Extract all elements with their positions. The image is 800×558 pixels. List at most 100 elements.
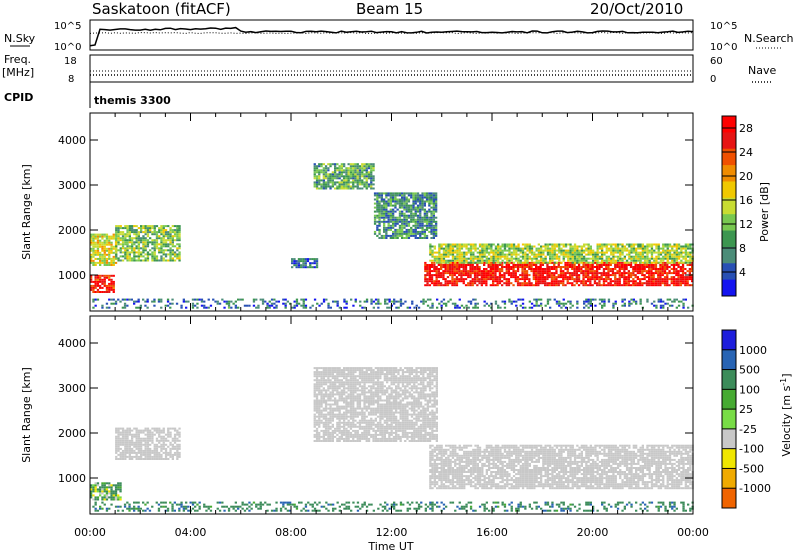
- scatter-cell: [124, 243, 126, 245]
- scatter-cell: [461, 305, 463, 307]
- scatter-cell: [451, 268, 453, 270]
- scatter-cell: [607, 284, 609, 286]
- scatter-cell: [316, 385, 318, 387]
- scatter-cell: [142, 237, 144, 239]
- scatter-cell: [415, 199, 417, 201]
- scatter-cell: [419, 215, 421, 217]
- scatter-cell: [314, 266, 316, 268]
- scatter-cell: [320, 397, 322, 399]
- scatter-cell: [571, 274, 573, 276]
- scatter-cell: [140, 247, 142, 249]
- scatter-cell: [508, 252, 510, 254]
- scatter-cell: [490, 252, 492, 254]
- scatter-cell: [614, 282, 616, 284]
- scatter-cell: [458, 264, 460, 266]
- scatter-cell: [320, 169, 322, 171]
- scatter-cell: [598, 266, 600, 268]
- scatter-cell: [336, 410, 338, 412]
- scatter-cell: [637, 272, 639, 274]
- scatter-cell: [459, 262, 461, 264]
- scatter-cell: [131, 438, 133, 440]
- scatter-cell: [394, 221, 396, 223]
- scatter-cell: [564, 274, 566, 276]
- scatter-cell: [508, 260, 510, 262]
- scatter-cell: [515, 301, 517, 303]
- scatter-cell: [298, 258, 300, 260]
- scatter-cell: [556, 303, 558, 305]
- scatter-cell: [372, 183, 374, 185]
- scatter-cell: [158, 247, 160, 249]
- scatter-cell: [122, 430, 124, 432]
- scatter-cell: [492, 274, 494, 276]
- scatter-cell: [408, 207, 410, 209]
- scatter-cell: [318, 181, 320, 183]
- scatter-cell: [383, 211, 385, 213]
- scatter-cell: [363, 165, 365, 167]
- scatter-cell: [381, 237, 383, 239]
- scatter-cell: [383, 201, 385, 203]
- scatter-cell: [318, 188, 320, 190]
- scatter-cell: [485, 270, 487, 272]
- scatter-cell: [228, 303, 230, 305]
- scatter-cell: [210, 305, 212, 307]
- scatter-cell: [553, 278, 555, 280]
- scatter-cell: [110, 250, 112, 252]
- scatter-cell: [392, 221, 394, 223]
- scatter-cell: [334, 379, 336, 381]
- scatter-cell: [327, 169, 329, 171]
- scatter-cell: [433, 274, 435, 276]
- scatter-cell: [97, 283, 99, 285]
- scatter-cell: [104, 264, 106, 266]
- scatter-cell: [361, 167, 363, 169]
- scatter-cell: [565, 246, 567, 248]
- scatter-cell: [592, 274, 594, 276]
- scatter-cell: [390, 229, 392, 231]
- scatter-cell: [325, 167, 327, 169]
- scatter-cell: [426, 201, 428, 203]
- scatter-cell: [364, 301, 366, 303]
- scatter-cell: [97, 484, 99, 486]
- scatter-cell: [101, 492, 103, 494]
- scatter-cell: [558, 258, 560, 260]
- scatter-cell: [628, 303, 630, 305]
- scatter-cell: [165, 438, 167, 440]
- scatter-cell: [156, 456, 158, 458]
- scatter-cell: [266, 305, 268, 307]
- scatter-cell: [142, 243, 144, 245]
- scatter-cell: [398, 301, 400, 303]
- scatter-cell: [400, 303, 402, 305]
- scatter-cell: [578, 284, 580, 286]
- scatter-cell: [147, 454, 149, 456]
- scatter-cell: [433, 262, 435, 264]
- scatter-cell: [113, 287, 115, 289]
- scatter-cell: [172, 243, 174, 245]
- scatter-cell: [659, 280, 661, 282]
- scatter-cell: [101, 283, 103, 285]
- scatter-cell: [655, 307, 657, 309]
- scatter-cell: [424, 209, 426, 211]
- scatter-cell: [549, 299, 551, 301]
- scatter-cell: [318, 406, 320, 408]
- scatter-cell: [176, 257, 178, 259]
- scatter-cell: [221, 299, 223, 301]
- scatter-cell: [361, 188, 363, 190]
- scatter-cell: [503, 274, 505, 276]
- scatter-cell: [556, 301, 558, 303]
- scatter-cell: [397, 209, 399, 211]
- scatter-cell: [329, 414, 331, 416]
- power-colorbar-label: Power [dB]: [758, 182, 771, 242]
- scatter-cell: [576, 252, 578, 254]
- scatter-cell: [682, 278, 684, 280]
- scatter-cell: [257, 307, 259, 309]
- scatter-cell: [660, 305, 662, 307]
- scatter-cell: [255, 307, 257, 309]
- scatter-cell: [163, 436, 165, 438]
- scatter-cell: [167, 249, 169, 251]
- scatter-cell: [528, 264, 530, 266]
- scatter-cell: [428, 225, 430, 227]
- scatter-cell: [122, 255, 124, 257]
- scatter-cell: [378, 201, 380, 203]
- scatter-cell: [630, 248, 632, 250]
- scatter-cell: [160, 257, 162, 259]
- scatter-cell: [403, 219, 405, 221]
